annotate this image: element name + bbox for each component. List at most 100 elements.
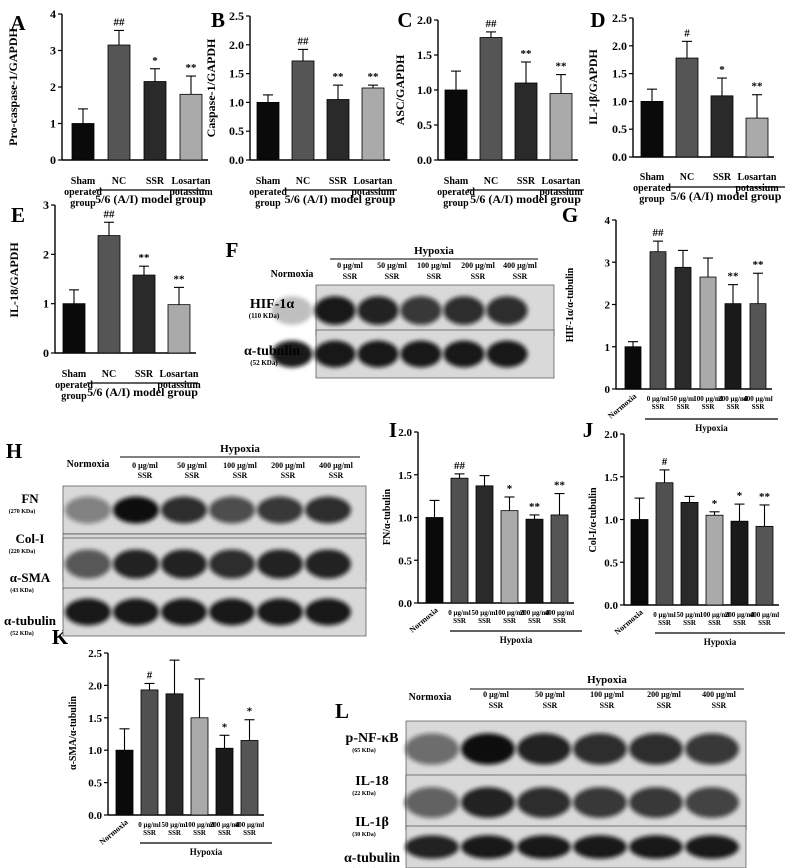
protein-band <box>685 787 739 818</box>
y-axis-label: FN/α-tubulin <box>382 488 393 545</box>
category-label: potassium <box>539 187 583 198</box>
blot-row-label: IL-18 <box>355 774 388 789</box>
protein-band <box>486 296 528 325</box>
protein-band <box>160 598 208 626</box>
category-label: operated <box>249 187 287 198</box>
panel-a-chart: A 0 1 2 3 4 Pro-caspase-1/GAPDH Shamoperatedgro… <box>6 7 213 209</box>
lane-dose-label: 50 μg/ml <box>535 690 565 699</box>
y-tick-label: 2.5 <box>88 648 102 660</box>
y-tick-label: 4 <box>50 7 56 21</box>
y-tick-label: 0.0 <box>229 153 244 167</box>
y-tick-label: 2.5 <box>612 11 627 25</box>
y-tick-label: 0.5 <box>417 118 432 132</box>
category-label: NC <box>112 176 126 187</box>
blot-kda-label: (22 KDa) <box>352 790 376 797</box>
bar <box>256 102 280 161</box>
significance-mark: ** <box>728 271 740 283</box>
panel-d-letter: D <box>590 8 605 32</box>
y-tick-label: 1.0 <box>398 513 412 525</box>
protein-band <box>405 835 459 859</box>
category-label: SSR <box>453 617 467 625</box>
category-label: SSR <box>553 617 567 625</box>
panel-l-blot: L Hypoxia Normoxia 0 μg/ml SSR 50 μg/ml SSR 100… <box>335 674 747 868</box>
category-label: Normoxia <box>606 392 638 421</box>
lane-dose-label: 100 μg/ml <box>223 461 257 470</box>
protein-band <box>64 496 112 524</box>
lane-dose-label: SSR <box>427 272 442 281</box>
significance-mark: ## <box>653 227 665 239</box>
y-axis-label: Caspase-1/GAPDH <box>204 38 218 137</box>
category-label: Normoxia <box>408 606 440 635</box>
category-label: 0 μg/ml <box>448 609 470 617</box>
lane-dose-label: SSR <box>513 272 528 281</box>
y-tick-label: 2.0 <box>417 13 432 27</box>
lane-dose-label: 50 μg/ml <box>177 461 207 470</box>
blot-strip <box>62 537 367 591</box>
blot-kda-label: (270 KDa) <box>9 508 36 515</box>
y-tick-label: 1.0 <box>88 745 102 757</box>
group-label: Hypoxia <box>704 637 737 647</box>
y-tick-label: 0.0 <box>417 153 432 167</box>
protein-band <box>314 296 356 325</box>
y-tick-label: 0.5 <box>398 555 412 567</box>
group-label: Hypoxia <box>695 423 728 433</box>
category-label: SSR <box>713 172 732 183</box>
protein-band <box>573 787 627 818</box>
y-tick-label: 3 <box>43 198 49 212</box>
bar <box>675 57 699 158</box>
bar <box>549 93 573 161</box>
category-label: SSR <box>702 403 716 411</box>
category-label: potassium <box>735 183 779 194</box>
bar <box>167 304 191 354</box>
lane-dose-label: 400 μg/ml <box>503 261 537 270</box>
y-tick-label: 3 <box>605 257 611 269</box>
bar <box>479 37 503 161</box>
blot-row-label: α-tubulin <box>4 613 57 628</box>
protein-band <box>400 296 442 325</box>
lane-dose-label: SSR <box>138 471 153 480</box>
significance-mark: * <box>247 706 253 718</box>
bar <box>475 485 494 604</box>
bar <box>730 520 749 606</box>
category-label: SSR <box>517 176 536 187</box>
y-tick-label: 0 <box>50 153 56 167</box>
significance-mark: ** <box>368 71 380 83</box>
bar <box>705 514 724 606</box>
protein-band <box>357 296 399 325</box>
bar <box>525 518 544 604</box>
lane-dose-label: 400 μg/ml <box>702 690 736 699</box>
group-label: 5/6 (A/I) model group <box>470 192 581 206</box>
panel-l-letter: L <box>335 699 349 723</box>
significance-mark: ** <box>556 61 568 73</box>
bar <box>62 303 86 354</box>
significance-mark: ** <box>529 501 541 513</box>
lane-dose-label: SSR <box>281 471 296 480</box>
significance-mark: # <box>147 669 153 681</box>
y-tick-label: 0.0 <box>398 598 412 610</box>
y-axis-label: α-SMA/α-tubulin <box>68 696 79 770</box>
category-label: 400 μg/ml <box>545 609 574 617</box>
y-tick-label: 0.5 <box>229 124 244 138</box>
category-label: SSR <box>143 829 157 837</box>
y-tick-label: 2 <box>43 247 49 261</box>
y-tick-label: 1 <box>50 117 56 131</box>
category-label: Losartan <box>160 369 199 380</box>
y-tick-label: 2.0 <box>612 39 627 53</box>
bar <box>710 95 734 158</box>
category-label: 200 μg/ml <box>725 611 754 619</box>
lane-dose-label: SSR <box>233 471 248 480</box>
protein-band <box>629 733 683 765</box>
significance-mark: ## <box>114 16 126 28</box>
charts-layer: A01234Pro-caspase-1/GAPDHShamoperatedgro… <box>6 7 785 857</box>
blot-row-label: α-tubulin <box>344 851 400 866</box>
panel-f-blot: F Hypoxia Normoxia 0 μg/ml SSR 50 μg/ml SSR 100… <box>226 238 555 379</box>
bar <box>500 510 519 604</box>
protein-band <box>357 340 399 368</box>
y-tick-label: 2.0 <box>398 427 412 439</box>
category-label: SSR <box>683 619 697 627</box>
category-label: potassium <box>169 187 213 198</box>
protein-band <box>256 598 304 626</box>
protein-band <box>208 496 256 524</box>
